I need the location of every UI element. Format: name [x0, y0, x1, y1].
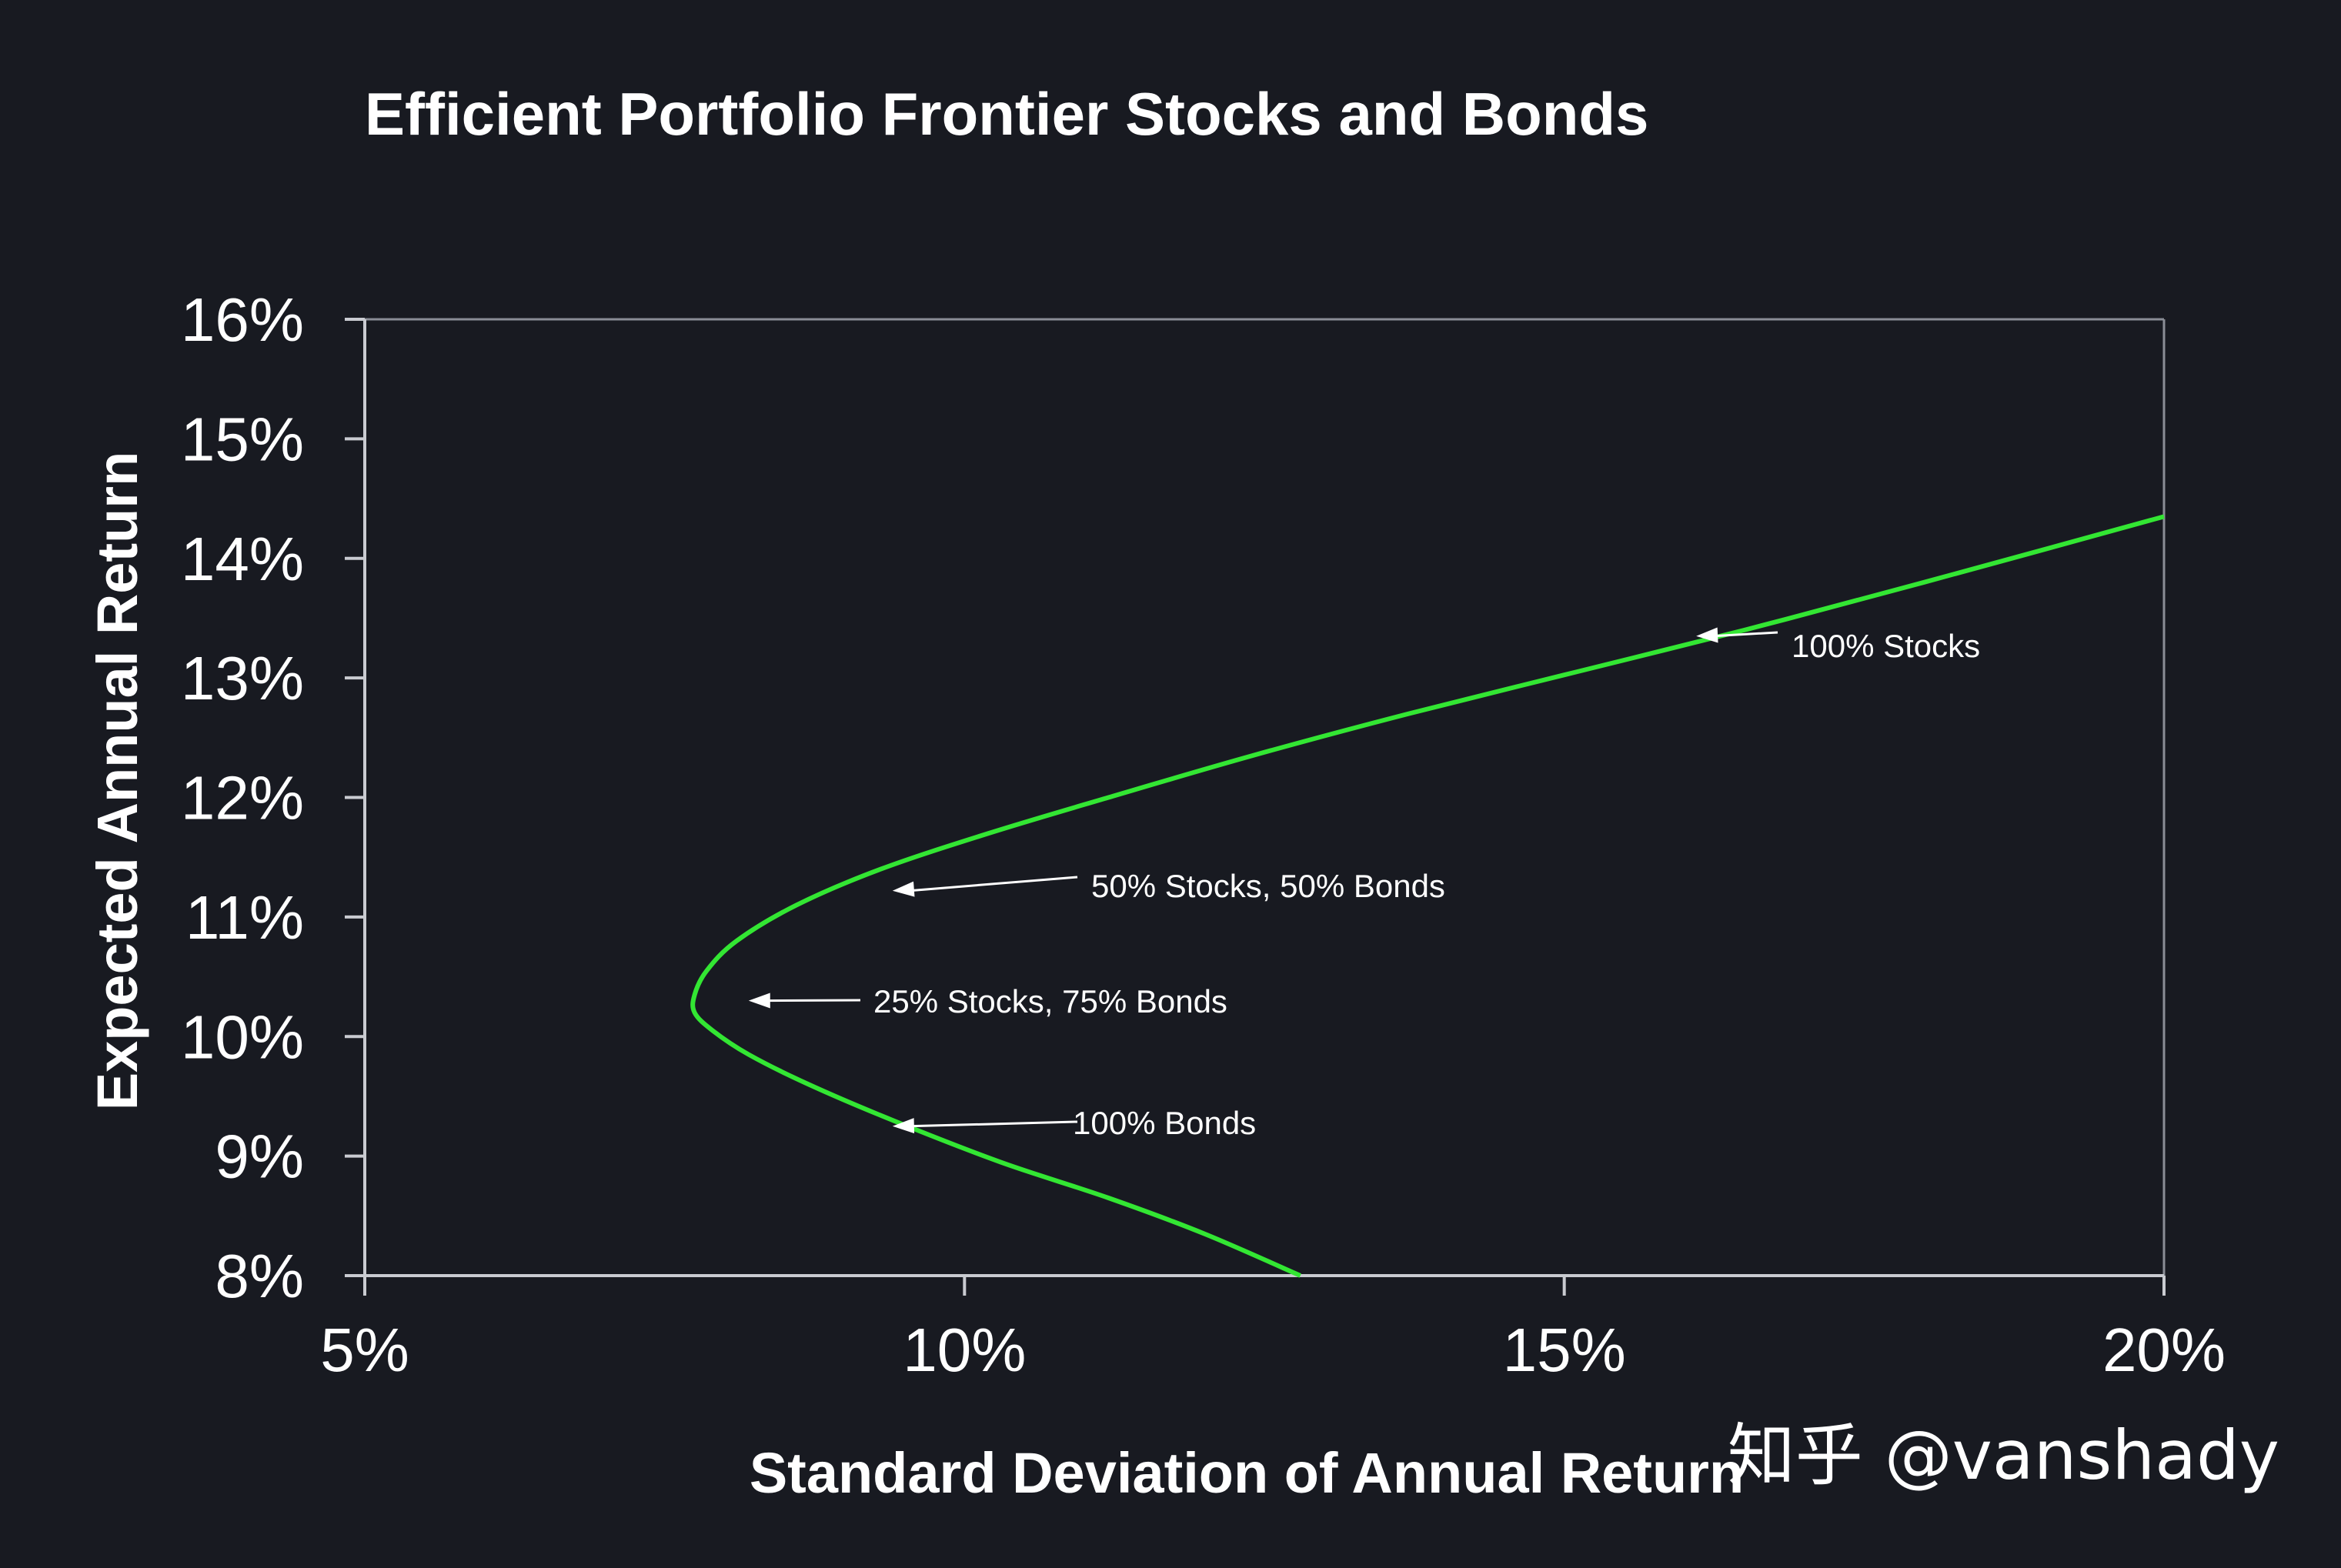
y-tick-label: 15%	[181, 405, 304, 473]
annotation-arrow-line	[1713, 631, 1778, 638]
annotation-arrow-line	[909, 876, 1078, 892]
annotation-label: 50% Stocks, 50% Bonds	[1091, 868, 1445, 904]
x-tick-label: 5%	[320, 1316, 409, 1384]
y-tick-label: 11%	[185, 883, 304, 952]
annotation-arrowhead	[748, 993, 770, 1009]
x-axis-ticks: 5% 10% 15% 20%	[320, 1276, 2226, 1384]
annotation-label: 100% Stocks	[1792, 628, 1980, 664]
annotation-arrow-line	[909, 1120, 1078, 1128]
annotation: 25% Stocks, 75% Bonds	[748, 983, 1227, 1019]
x-tick-label: 20%	[2102, 1316, 2226, 1384]
annotation-arrowhead	[892, 1118, 915, 1134]
frontier-series-line	[690, 514, 2165, 1278]
chart-title: Efficient Portfolio Frontier Stocks and …	[365, 80, 1648, 148]
y-axis-ticks: 8% 9% 10% 11% 12% 13% 14% 15% 16%	[181, 285, 365, 1310]
y-tick-label: 14%	[181, 525, 304, 593]
annotation: 100% Stocks	[1696, 627, 1980, 664]
watermark-text: 知乎 @vanshady	[1728, 1416, 2279, 1495]
y-tick-label: 9%	[215, 1123, 304, 1191]
y-tick-label: 16%	[181, 285, 304, 354]
x-tick-label: 10%	[903, 1316, 1026, 1384]
y-tick-label: 12%	[181, 764, 304, 832]
y-tick-label: 10%	[181, 1003, 304, 1071]
annotation: 100% Bonds	[892, 1105, 1256, 1141]
x-axis-title: Standard Deviation of Annual Return	[750, 1441, 1744, 1505]
y-tick-label: 8%	[215, 1242, 304, 1310]
annotation-label: 25% Stocks, 75% Bonds	[873, 983, 1227, 1019]
plot-frame	[359, 318, 2166, 1282]
annotation: 50% Stocks, 50% Bonds	[892, 868, 1445, 904]
y-tick-label: 13%	[181, 644, 304, 712]
annotations: 100% Stocks 50% Stocks, 50% Bonds 25% Stoc…	[748, 627, 1980, 1141]
annotation-arrow-line	[765, 999, 861, 1003]
y-axis-title: Expected Annual Return	[85, 452, 149, 1111]
annotation-label: 100% Bonds	[1073, 1105, 1256, 1141]
x-tick-label: 15%	[1503, 1316, 1626, 1384]
annotation-arrowhead	[1696, 627, 1718, 643]
annotation-arrowhead	[892, 881, 915, 897]
